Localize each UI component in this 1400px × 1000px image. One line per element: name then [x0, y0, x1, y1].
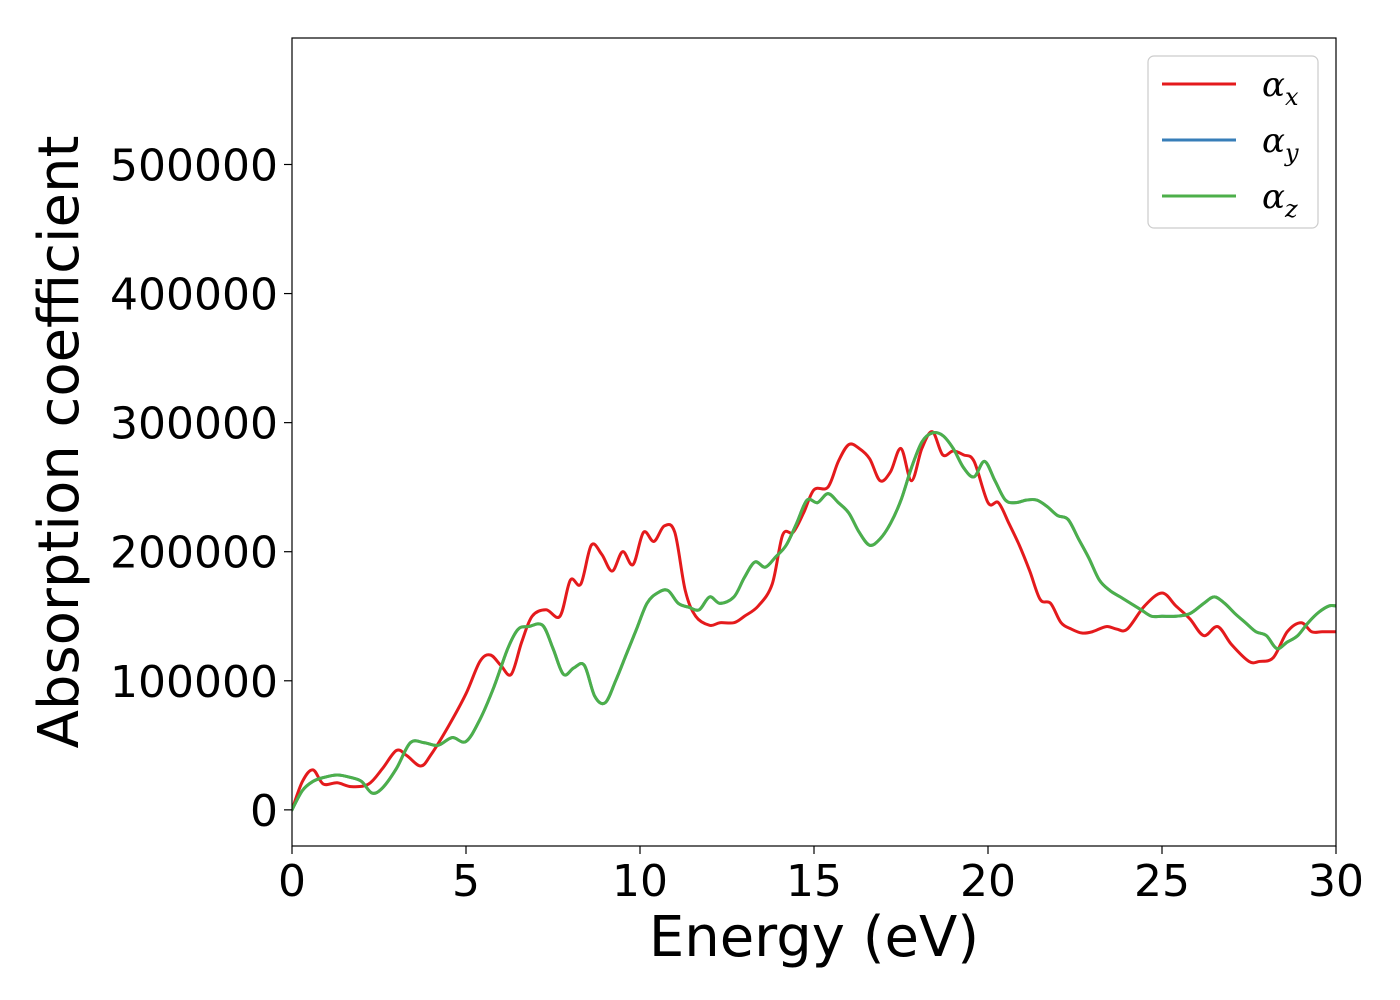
- legend-box: [1147, 55, 1319, 229]
- legend-label-z: αz: [1262, 177, 1298, 223]
- series-line-z: [292, 431, 1336, 812]
- x-axis-title: Energy (eV): [649, 905, 979, 970]
- legend-label-y: αy: [1262, 121, 1299, 167]
- series-layer: [292, 430, 1336, 812]
- y-axis-title: Absorption coefficient: [27, 136, 92, 749]
- x-tick-label: 0: [278, 856, 306, 907]
- x-tick-label: 25: [1134, 856, 1190, 907]
- legend-label-x: αx: [1262, 65, 1299, 111]
- x-tick-label: 10: [612, 856, 668, 907]
- legend: αx αy αz: [1147, 55, 1319, 229]
- series-line-x: [292, 430, 1336, 812]
- x-tick-label: 20: [960, 856, 1016, 907]
- x-axis-ticks: 0 5 10 15 20 25 30: [278, 846, 1364, 907]
- y-tick-label: 100000: [110, 657, 278, 708]
- y-tick-label: 0: [250, 786, 278, 837]
- x-tick-label: 5: [452, 856, 480, 907]
- y-tick-label: 300000: [110, 399, 278, 450]
- x-tick-label: 30: [1308, 856, 1364, 907]
- y-tick-label: 500000: [110, 140, 278, 191]
- y-axis-ticks: 0 100000 200000 300000 400000 500000: [110, 140, 292, 837]
- y-tick-label: 400000: [110, 270, 278, 321]
- x-tick-label: 15: [786, 856, 842, 907]
- y-tick-label: 200000: [110, 528, 278, 579]
